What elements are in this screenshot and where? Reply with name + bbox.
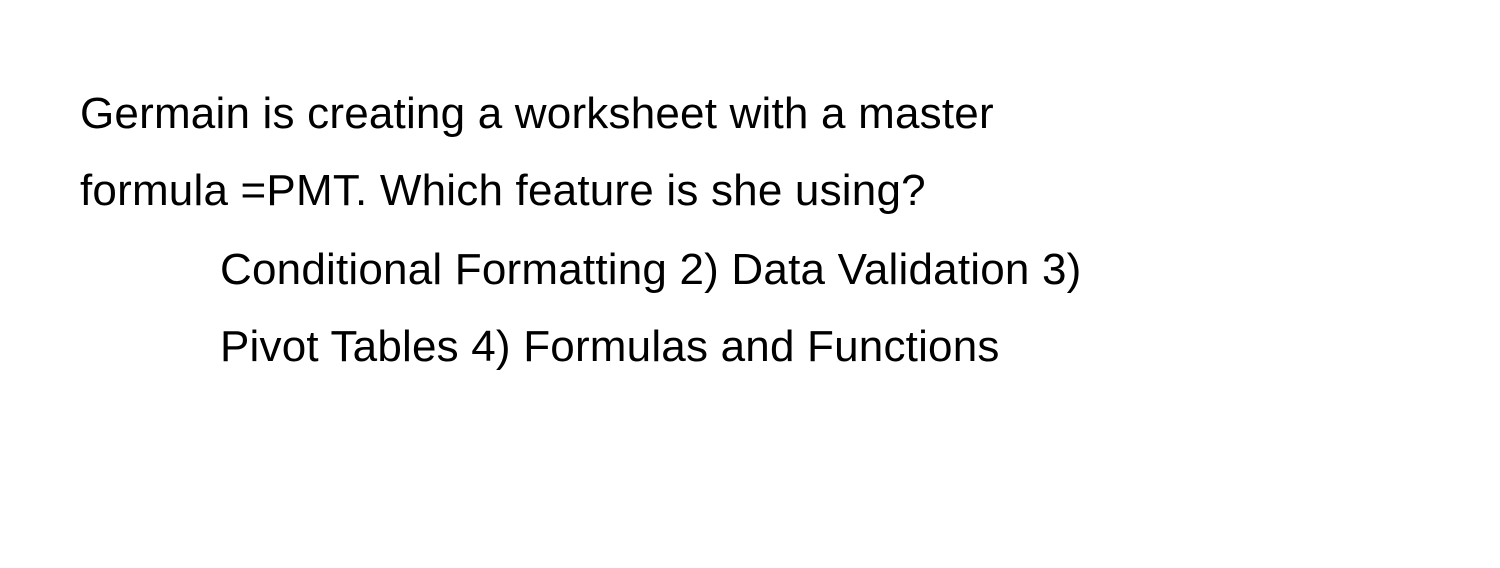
- options-line-1: Conditional Formatting 2) Data Validatio…: [220, 231, 1420, 308]
- question-container: Germain is creating a worksheet with a m…: [0, 0, 1500, 385]
- stem-line-1: Germain is creating a worksheet with a m…: [80, 75, 1420, 152]
- answer-options: Conditional Formatting 2) Data Validatio…: [80, 231, 1420, 385]
- question-stem: Germain is creating a worksheet with a m…: [80, 75, 1420, 229]
- options-line-2: Pivot Tables 4) Formulas and Functions: [220, 308, 1420, 385]
- stem-line-2: formula =PMT. Which feature is she using…: [80, 152, 1420, 229]
